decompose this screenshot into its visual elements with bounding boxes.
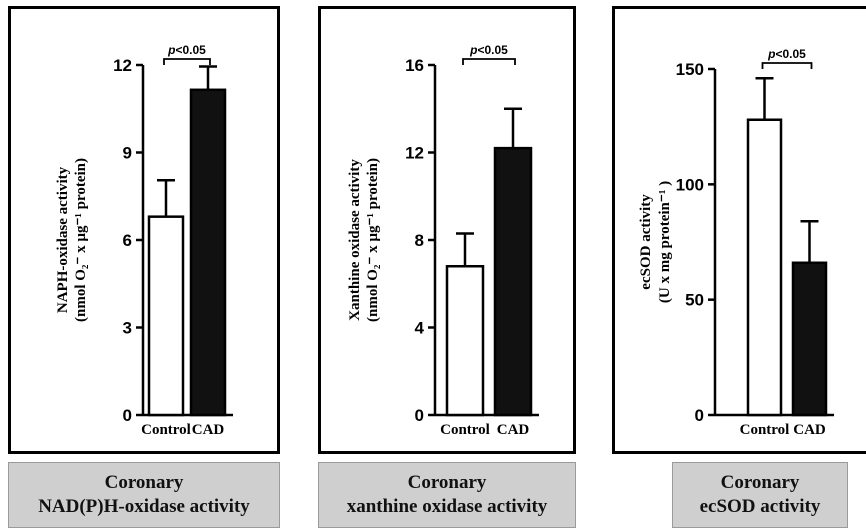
y-tick-label: 16	[405, 56, 424, 75]
caption-xanthine: Coronary xanthine oxidase activity	[318, 462, 576, 528]
y-tick-label: 0	[415, 406, 424, 425]
category-label: Control	[141, 422, 191, 438]
bar-cad	[493, 146, 533, 417]
caption-line-1: Coronary	[104, 472, 184, 493]
significance-bracket	[462, 58, 516, 65]
significance-label: p<0.05	[469, 43, 508, 57]
category-label: CAD	[192, 422, 225, 438]
caption-ecsod: Coronary ecSOD activity	[672, 462, 848, 528]
chart-panel-nadph: 0 3 6 9 12 NAPH-oxidase activity (nmol O₂⁻ x µ…	[8, 6, 280, 454]
caption-line-2: NAD(P)H-oxidase activity	[38, 496, 250, 517]
y-tick-label: 50	[685, 291, 704, 310]
y-tick-label: 4	[415, 319, 425, 338]
y-tick-label: 12	[405, 144, 424, 163]
category-label: CAD	[497, 422, 530, 438]
chart-panel-ecsod: 0 50 100 150 ecSOD activity (U x mg protein⁻¹…	[612, 6, 866, 454]
bar-cad	[791, 261, 828, 417]
chart-panel-xanthine: 0 4 8 12 16 Xanthine oxidase activity (nmol O₂…	[318, 6, 576, 454]
caption-nadph: Coronary NAD(P)H-oxidase activity	[8, 462, 280, 528]
significance-bracket	[163, 58, 211, 65]
y-tick-label: 8	[415, 231, 424, 250]
caption-line-2: ecSOD activity	[699, 496, 821, 517]
significance-label: p<0.05	[767, 47, 806, 61]
y-axis-units-label: (U x mg protein⁻¹ )	[657, 181, 673, 303]
caption-line-1: Coronary	[720, 472, 800, 493]
bar-cad	[189, 88, 227, 417]
y-tick-label: 0	[123, 406, 132, 425]
y-axis-label: ecSOD activity	[638, 194, 654, 290]
category-label: Control	[740, 422, 790, 438]
caption-line-2: xanthine oxidase activity	[346, 496, 548, 517]
y-tick-label: 150	[676, 60, 704, 79]
category-label: CAD	[793, 422, 826, 438]
significance-label: p<0.05	[167, 43, 206, 57]
y-axis-label: Xanthine oxidase activity	[347, 159, 363, 321]
y-axis-label: NAPH-oxidase activity	[55, 166, 71, 313]
significance-bracket	[761, 62, 813, 69]
y-tick-label: 12	[113, 56, 132, 75]
bar-control	[746, 118, 783, 417]
bar-control	[445, 265, 485, 417]
chart-svg-nadph: 0 3 6 9 12 NAPH-oxidase activity (nmol O₂⁻ x µ…	[55, 43, 233, 438]
y-axis-units-label: (nmol O₂⁻ x µg⁻¹ protein)	[365, 158, 381, 322]
caption-line-1: Coronary	[407, 472, 487, 493]
y-tick-label: 6	[123, 231, 132, 250]
y-tick-label: 100	[676, 175, 704, 194]
y-tick-label: 9	[123, 144, 132, 163]
y-tick-label: 0	[695, 406, 704, 425]
bar-control	[147, 215, 185, 417]
chart-svg-ecsod: 0 50 100 150 ecSOD activity (U x mg protein⁻¹…	[638, 47, 834, 438]
y-axis-units-label: (nmol O₂⁻ x µg⁻¹ protein)	[73, 158, 89, 322]
chart-svg-xanthine: 0 4 8 12 16 Xanthine oxidase activity (nmol O₂…	[347, 43, 539, 438]
category-label: Control	[440, 422, 490, 438]
y-tick-label: 3	[123, 319, 132, 338]
